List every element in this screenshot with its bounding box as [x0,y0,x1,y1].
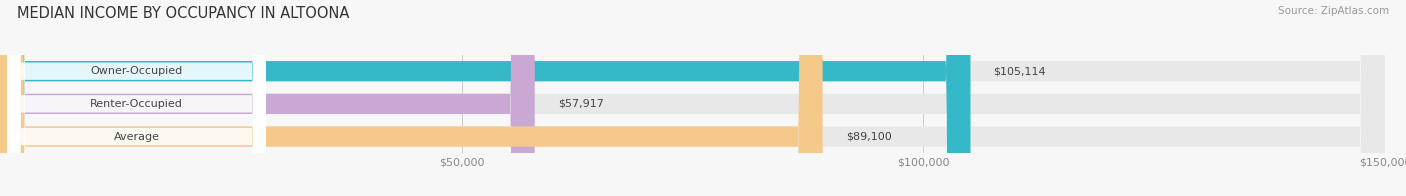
FancyBboxPatch shape [7,0,266,196]
Text: $105,114: $105,114 [994,66,1046,76]
Text: MEDIAN INCOME BY OCCUPANCY IN ALTOONA: MEDIAN INCOME BY OCCUPANCY IN ALTOONA [17,6,349,21]
FancyBboxPatch shape [0,0,534,196]
FancyBboxPatch shape [7,0,266,196]
Text: Source: ZipAtlas.com: Source: ZipAtlas.com [1278,6,1389,16]
Text: Owner-Occupied: Owner-Occupied [90,66,183,76]
FancyBboxPatch shape [0,0,823,196]
Text: $57,917: $57,917 [558,99,603,109]
Text: $89,100: $89,100 [846,132,891,142]
Text: Average: Average [114,132,160,142]
Text: Renter-Occupied: Renter-Occupied [90,99,183,109]
FancyBboxPatch shape [0,0,970,196]
FancyBboxPatch shape [7,0,266,196]
